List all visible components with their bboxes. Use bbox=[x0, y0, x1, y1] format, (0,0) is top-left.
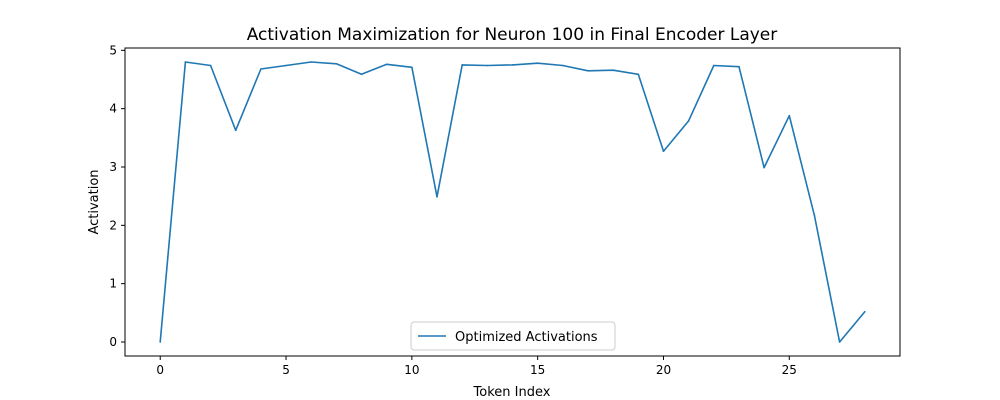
data-point bbox=[285, 64, 287, 67]
y-tick-label: 5 bbox=[109, 43, 117, 57]
data-point bbox=[662, 150, 665, 153]
plot-area bbox=[159, 61, 866, 343]
data-point bbox=[511, 64, 514, 66]
data-point bbox=[738, 65, 740, 68]
data-point bbox=[687, 120, 690, 122]
data-point bbox=[411, 66, 413, 69]
data-point bbox=[637, 73, 640, 76]
series-line bbox=[159, 61, 866, 343]
data-point bbox=[562, 64, 564, 67]
legend-label: Optimized Activations bbox=[455, 330, 598, 345]
x-tick-label: 5 bbox=[282, 363, 290, 377]
data-point bbox=[587, 69, 589, 72]
data-point bbox=[360, 73, 363, 76]
legend: Optimized Activations bbox=[410, 321, 616, 351]
x-tick-label: 0 bbox=[156, 363, 164, 377]
data-point bbox=[209, 64, 212, 67]
data-point bbox=[712, 64, 715, 67]
x-tick-label: 15 bbox=[530, 363, 545, 377]
chart-title: Activation Maximization for Neuron 100 i… bbox=[247, 25, 778, 45]
plot-frame bbox=[124, 47, 901, 357]
data-point bbox=[234, 129, 237, 132]
y-tick-label: 4 bbox=[109, 102, 117, 116]
y-tick-label: 2 bbox=[109, 218, 117, 232]
data-point bbox=[461, 64, 463, 66]
y-tick-label: 0 bbox=[109, 335, 117, 349]
y-tick-label: 1 bbox=[109, 277, 117, 291]
data-point bbox=[763, 166, 765, 169]
data-point bbox=[813, 214, 816, 217]
data-point bbox=[436, 195, 438, 198]
x-tick-label: 10 bbox=[404, 363, 419, 377]
data-point bbox=[486, 64, 489, 67]
data-point bbox=[159, 341, 162, 343]
legend-box bbox=[410, 321, 616, 351]
data-point bbox=[863, 310, 866, 313]
data-point bbox=[536, 62, 539, 64]
data-point bbox=[260, 68, 262, 70]
x-axis-label: Token Index bbox=[473, 385, 551, 400]
data-point bbox=[335, 62, 338, 65]
y-axis: 0 1 2 3 4 5 bbox=[109, 43, 125, 349]
x-tick-label: 25 bbox=[782, 363, 797, 377]
x-axis: 0 5 10 15 20 25 bbox=[156, 356, 797, 377]
data-point bbox=[385, 63, 388, 66]
y-tick-label: 3 bbox=[109, 160, 117, 174]
data-point bbox=[788, 114, 791, 117]
data-point bbox=[310, 61, 313, 63]
data-point bbox=[838, 341, 841, 343]
data-point bbox=[184, 61, 187, 63]
y-axis-label: Activation bbox=[87, 169, 102, 234]
x-tick-label: 20 bbox=[656, 363, 671, 377]
data-point bbox=[612, 69, 614, 71]
